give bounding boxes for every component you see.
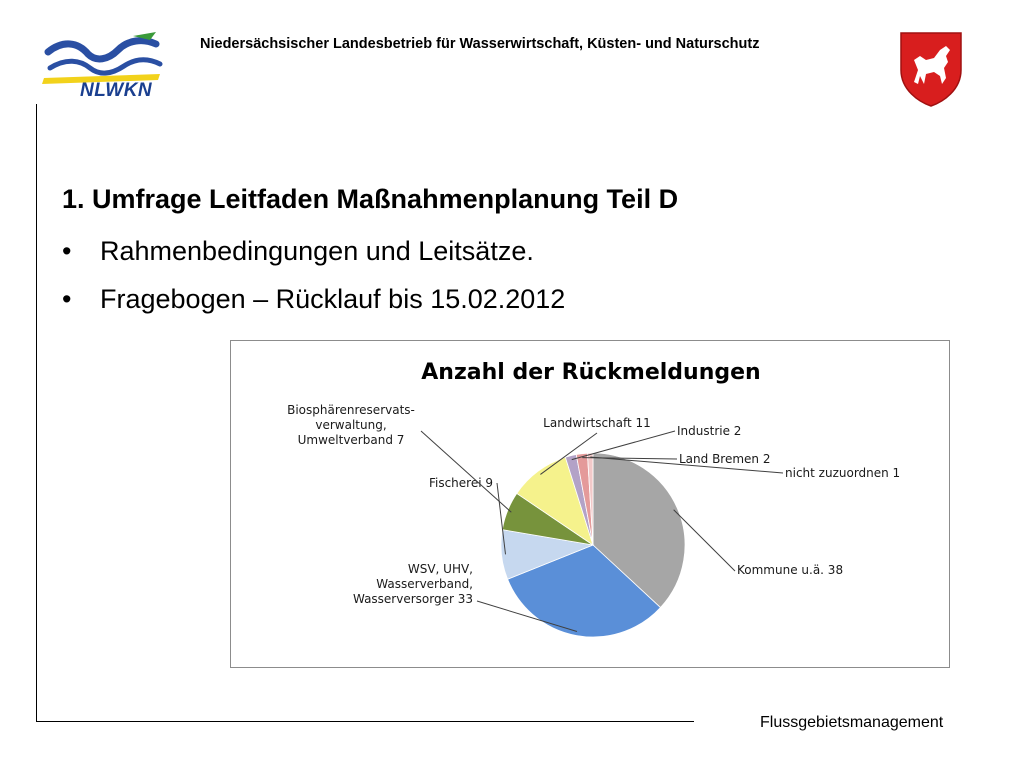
leader-line — [476, 600, 578, 633]
slice-label: Kommune u.ä. 38 — [737, 563, 843, 577]
chart-title: Anzahl der Rückmeldungen — [421, 360, 760, 385]
pie-slice — [507, 544, 662, 638]
slide-heading: 1. Umfrage Leitfaden Maßnahmenplanung Te… — [62, 184, 679, 214]
footer-label: Flussgebietsmanagement — [760, 714, 944, 731]
slice-label: Landwirtschaft 11 — [543, 416, 651, 430]
leader-line — [590, 456, 784, 474]
leader-line — [571, 430, 676, 461]
leader-line — [673, 509, 736, 572]
bullet-symbol: • — [62, 284, 72, 314]
organization-name: Niedersächsischer Landesbetrieb für Wass… — [200, 36, 760, 52]
bullet-text: Rahmenbedingungen und Leitsätze. — [100, 236, 534, 266]
slice-label: Biosphärenreservats-verwaltung, Umweltver… — [287, 403, 415, 447]
bullet-item: • Fragebogen – Rücklauf bis 15.02.2012 — [62, 284, 565, 315]
slice-label: Industrie 2 — [677, 424, 741, 438]
nlwkn-logo — [42, 32, 163, 84]
leader-line — [540, 432, 598, 475]
bottom-frame-line — [36, 721, 694, 722]
bullet-item: • Rahmenbedingungen und Leitsätze. — [62, 236, 534, 267]
leader-line — [420, 430, 512, 513]
slice-label: Fischerei 9 — [429, 476, 493, 490]
slice-label: Land Bremen 2 — [679, 452, 771, 466]
pie-slice — [592, 452, 686, 609]
pie-chart: Anzahl der Rückmeldungen Kommune u.ä. 38… — [287, 360, 900, 638]
bullet-text: Fragebogen – Rücklauf bis 15.02.2012 — [100, 284, 566, 314]
leader-line — [496, 482, 506, 555]
nlwkn-logo-text: NLWKN — [80, 80, 153, 101]
lower-saxony-crest-icon — [900, 32, 962, 107]
left-frame-line — [36, 104, 37, 722]
pie-slice — [586, 452, 594, 546]
pie-chart-container: Anzahl der Rückmeldungen Kommune u.ä. 38… — [230, 340, 950, 668]
bullet-symbol: • — [62, 236, 72, 266]
slice-label: WSV, UHV, Wasserverband, Wasserversorger 3… — [353, 562, 473, 606]
slice-label: nicht zuzuordnen 1 — [785, 466, 900, 480]
